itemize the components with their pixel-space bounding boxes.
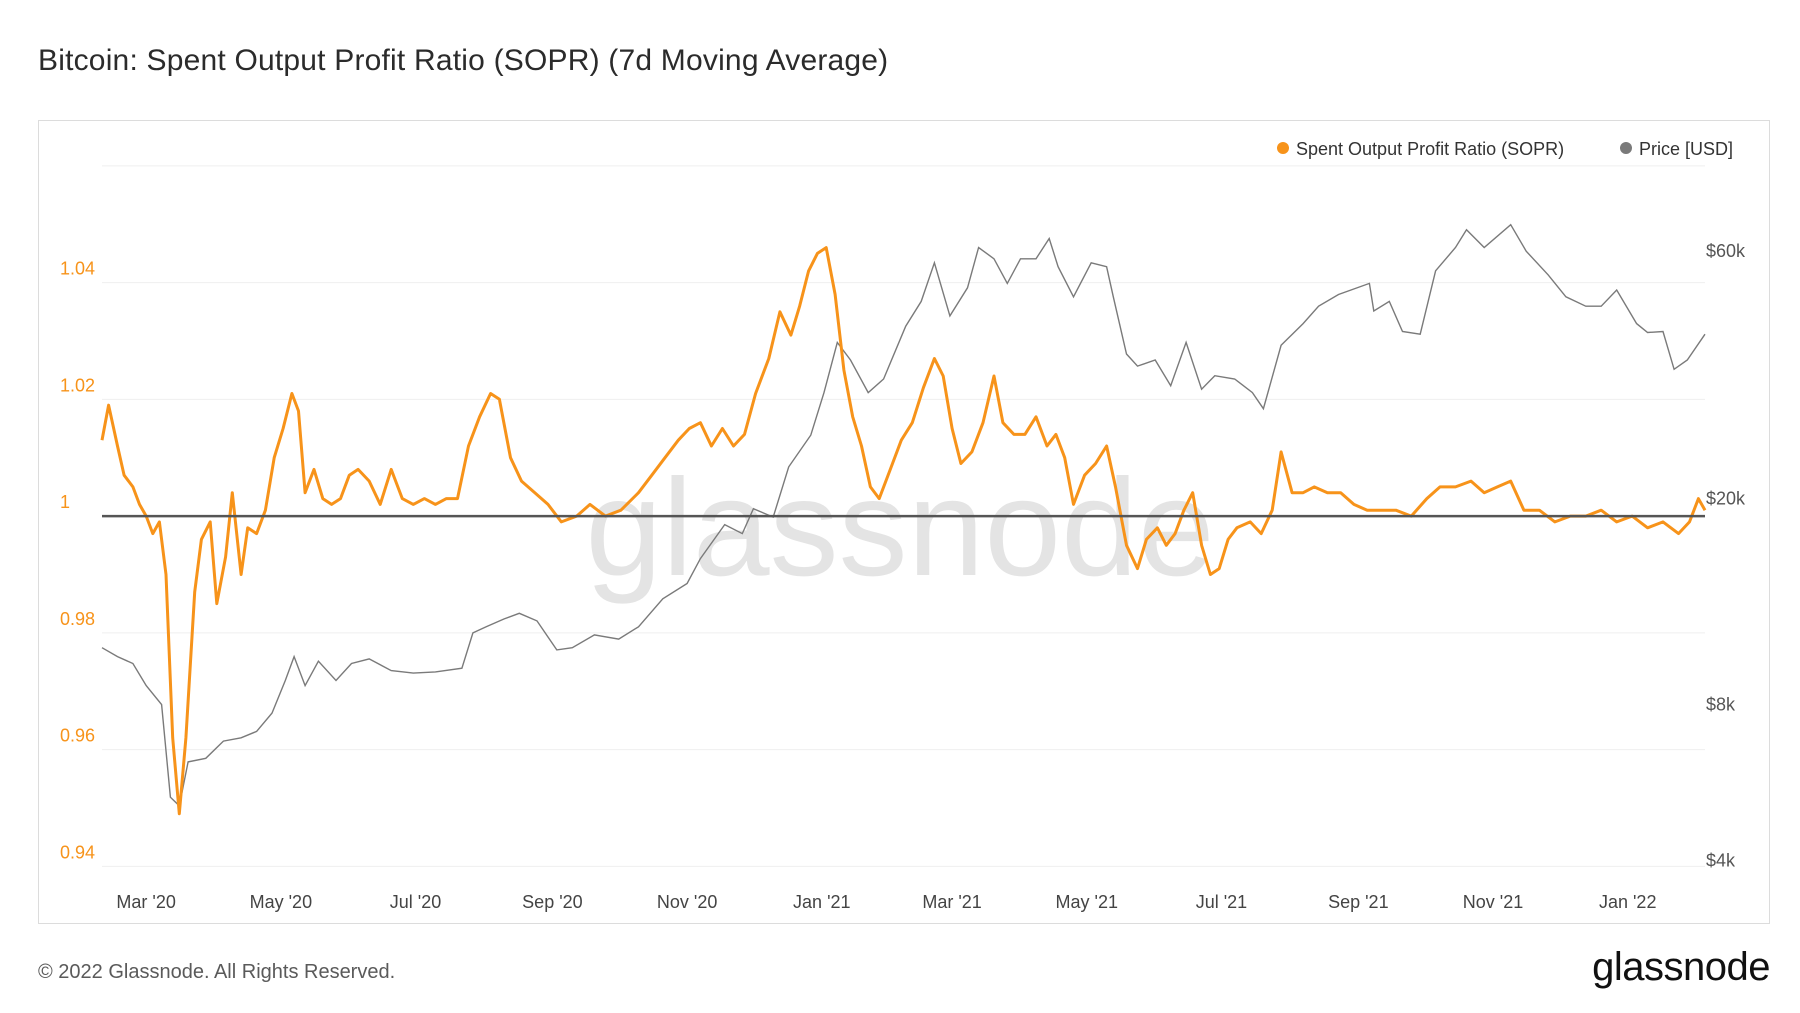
legend-marker (1277, 142, 1289, 154)
x-axis-labels: Mar '20 May '20 Jul '20 Sep '20 Nov '20 Jan '… (116, 892, 1656, 912)
x-tick-label: Sep '20 (522, 892, 583, 912)
y-right-tick-label: $20k (1706, 488, 1746, 508)
y-right-tick-label: $4k (1706, 850, 1736, 870)
x-tick-label: Jan '21 (793, 892, 850, 912)
y-left-tick-label: 0.94 (60, 842, 95, 862)
y-left-tick-label: 0.98 (60, 609, 95, 629)
y-left-tick-label: 1.02 (60, 375, 95, 395)
y-axis-right-labels: $4k $8k $20k $60k (1706, 241, 1746, 870)
legend[interactable]: Spent Output Profit Ratio (SOPR) Price [U… (1277, 139, 1733, 159)
y-right-tick-label: $8k (1706, 695, 1736, 715)
x-tick-label: Sep '21 (1328, 892, 1389, 912)
y-right-tick-label: $60k (1706, 241, 1746, 261)
legend-price[interactable]: Price [USD] (1620, 139, 1733, 159)
x-tick-label: Nov '21 (1463, 892, 1523, 912)
legend-sopr[interactable]: Spent Output Profit Ratio (SOPR) (1277, 139, 1564, 159)
x-tick-label: May '20 (250, 892, 312, 912)
x-tick-label: Jul '21 (1196, 892, 1247, 912)
series-line-sopr (100, 246, 1707, 816)
x-tick-label: Mar '21 (922, 892, 981, 912)
copyright-text: © 2022 Glassnode. All Rights Reserved. (38, 961, 396, 983)
legend-label: Spent Output Profit Ratio (SOPR) (1296, 139, 1564, 159)
y-left-tick-label: 1.04 (60, 259, 95, 279)
brand-logo[interactable]: glassnode (1592, 945, 1770, 989)
chart-frame (38, 120, 1770, 924)
watermark: glassnode (585, 451, 1214, 605)
x-tick-label: May '21 (1056, 892, 1118, 912)
x-tick-label: Jan '22 (1599, 892, 1656, 912)
legend-label: Price [USD] (1639, 139, 1733, 159)
x-tick-label: Jul '20 (390, 892, 441, 912)
y-left-tick-label: 1 (60, 492, 70, 512)
x-tick-label: Nov '20 (657, 892, 717, 912)
x-tick-label: Mar '20 (116, 892, 175, 912)
y-left-tick-label: 0.96 (60, 726, 95, 746)
grid-lines (102, 165, 1705, 867)
chart-title: Bitcoin: Spent Output Profit Ratio (SOPR… (38, 44, 889, 77)
series-line-price (101, 223, 1706, 808)
legend-marker (1620, 142, 1632, 154)
y-axis-left-labels: 0.94 0.96 0.98 1 1.02 1.04 (60, 259, 95, 863)
